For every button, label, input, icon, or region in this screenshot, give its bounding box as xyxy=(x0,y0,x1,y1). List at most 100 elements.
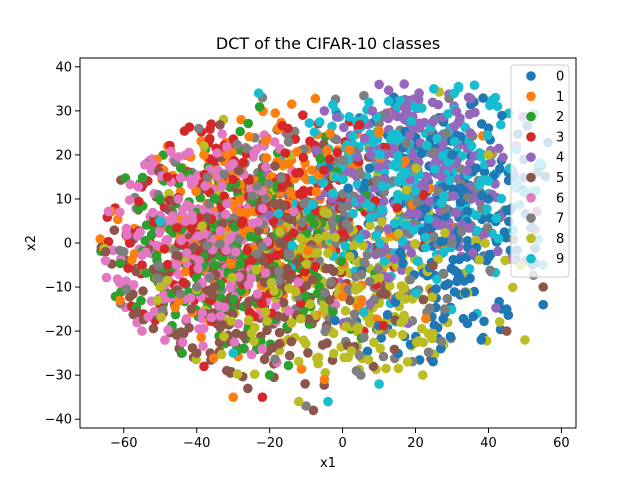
scatter-point-2 xyxy=(336,256,347,267)
scatter-point-7 xyxy=(359,90,369,101)
scatter-point-6 xyxy=(176,235,186,246)
scatter-point-9 xyxy=(374,379,384,389)
scatter-point-0 xyxy=(462,236,473,246)
scatter-point-7 xyxy=(328,221,339,232)
scatter-point-4 xyxy=(339,122,349,133)
scatter-point-9 xyxy=(377,205,388,215)
scatter-point-6 xyxy=(222,141,232,152)
scatter-point-2 xyxy=(137,172,148,183)
scatter-point-7 xyxy=(260,194,271,204)
scatter-point-1 xyxy=(325,128,335,139)
scatter-point-9 xyxy=(446,304,457,315)
y-tick-label: −20 xyxy=(45,325,72,340)
scatter-point-9 xyxy=(429,84,439,94)
scatter-point-5 xyxy=(131,307,142,318)
scatter-point-9 xyxy=(388,160,399,170)
scatter-point-7 xyxy=(284,250,295,261)
scatter-point-1 xyxy=(127,254,137,265)
scatter-point-2 xyxy=(170,309,181,320)
scatter-point-7 xyxy=(356,169,366,180)
scatter-point-4 xyxy=(387,142,398,153)
scatter-point-9 xyxy=(304,118,315,128)
scatter-point-0 xyxy=(501,304,512,314)
scatter-point-3 xyxy=(298,152,309,163)
scatter-point-7 xyxy=(349,309,360,320)
scatter-point-2 xyxy=(115,258,126,269)
scatter-point-1 xyxy=(242,207,253,218)
scatter-point-5 xyxy=(345,295,355,306)
scatter-point-7 xyxy=(337,203,348,213)
scatter-point-6 xyxy=(163,325,173,335)
scatter-point-5 xyxy=(270,161,280,171)
scatter-point-7 xyxy=(247,191,257,201)
scatter-point-5 xyxy=(267,343,278,353)
scatter-point-0 xyxy=(462,206,473,217)
scatter-point-8 xyxy=(251,265,261,275)
scatter-point-1 xyxy=(319,374,330,385)
scatter-point-9 xyxy=(496,119,506,130)
scatter-point-5 xyxy=(109,225,120,235)
scatter-point-9 xyxy=(328,100,338,110)
scatter-point-6 xyxy=(181,314,192,324)
scatter-point-0 xyxy=(495,164,505,174)
scatter-point-7 xyxy=(359,257,369,268)
scatter-point-2 xyxy=(141,268,151,278)
scatter-point-9 xyxy=(472,225,482,236)
legend-marker-0 xyxy=(526,71,536,81)
scatter-point-3 xyxy=(294,167,305,178)
scatter-point-9 xyxy=(438,247,449,258)
scatter-point-8 xyxy=(274,227,285,237)
scatter-point-6 xyxy=(212,148,222,158)
scatter-point-4 xyxy=(462,165,473,176)
scatter-point-2 xyxy=(141,220,152,230)
scatter-point-8 xyxy=(358,240,368,251)
scatter-point-8 xyxy=(345,251,355,262)
scatter-point-3 xyxy=(378,320,389,331)
scatter-point-8 xyxy=(398,315,409,325)
scatter-point-9 xyxy=(365,213,376,223)
scatter-point-9 xyxy=(420,242,431,253)
scatter-point-6 xyxy=(184,147,194,158)
scatter-point-6 xyxy=(271,301,281,311)
scatter-point-3 xyxy=(300,266,310,277)
scatter-point-0 xyxy=(428,356,438,367)
scatter-point-5 xyxy=(324,295,335,305)
scatter-point-1 xyxy=(244,131,254,142)
scatter-point-8 xyxy=(417,323,427,334)
scatter-point-3 xyxy=(205,124,215,134)
scatter-point-7 xyxy=(412,197,422,207)
scatter-point-0 xyxy=(436,343,446,354)
scatter-point-5 xyxy=(308,274,318,285)
scatter-point-6 xyxy=(146,165,157,176)
scatter-point-8 xyxy=(350,285,361,295)
scatter-point-7 xyxy=(482,222,493,233)
scatter-point-5 xyxy=(209,282,220,292)
scatter-point-6 xyxy=(185,174,196,184)
scatter-point-9 xyxy=(228,348,238,358)
scatter-point-9 xyxy=(358,307,369,318)
scatter-point-9 xyxy=(391,129,402,139)
scatter-point-9 xyxy=(287,240,297,251)
scatter-point-5 xyxy=(271,199,281,209)
scatter-point-1 xyxy=(285,187,296,197)
scatter-point-7 xyxy=(447,238,457,248)
scatter-point-7 xyxy=(232,139,242,150)
scatter-point-3 xyxy=(280,148,291,158)
scatter-point-5 xyxy=(278,297,289,308)
scatter-point-1 xyxy=(270,108,281,118)
legend-marker-6 xyxy=(526,193,536,203)
scatter-point-9 xyxy=(374,238,385,249)
scatter-point-9 xyxy=(410,102,420,113)
scatter-point-8 xyxy=(323,248,333,258)
scatter-point-1 xyxy=(311,187,322,197)
y-tick-label: 30 xyxy=(55,104,72,119)
scatter-point-4 xyxy=(359,133,370,143)
scatter-point-9 xyxy=(496,193,507,204)
scatter-point-6 xyxy=(252,217,263,227)
scatter-point-8 xyxy=(321,231,332,241)
scatter-point-7 xyxy=(263,178,274,189)
scatter-point-6 xyxy=(246,273,257,284)
scatter-point-8 xyxy=(301,339,311,349)
scatter-point-2 xyxy=(315,154,326,164)
scatter-point-1 xyxy=(307,165,317,175)
